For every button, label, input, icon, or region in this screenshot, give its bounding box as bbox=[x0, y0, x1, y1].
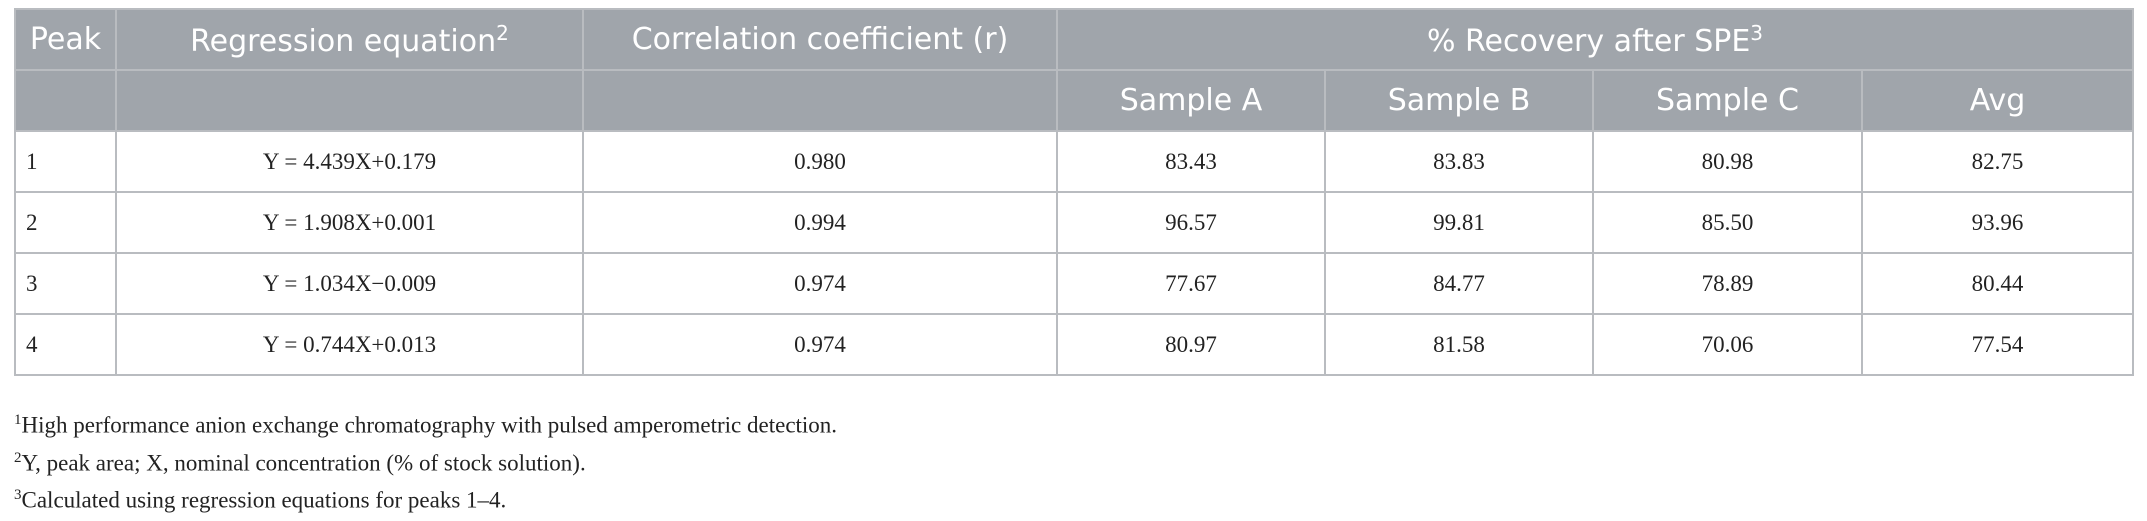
footnote-marker: 1 bbox=[14, 412, 22, 428]
header-text: Peak bbox=[29, 22, 102, 57]
table-cell: 2 bbox=[14, 191, 117, 254]
header-text: % Recovery after SPE bbox=[1427, 23, 1751, 59]
table-cell: 81.58 bbox=[1324, 313, 1594, 376]
header-cell: % Recovery after SPE3 bbox=[1055, 8, 2135, 71]
table-cell: Y = 0.744X+0.013 bbox=[115, 313, 584, 376]
data-table: Peak Regression equation2 Correlation co… bbox=[14, 8, 2135, 376]
table-cell: 77.67 bbox=[1056, 252, 1326, 315]
table-cell: 3 bbox=[14, 252, 117, 315]
table-cell: 0.980 bbox=[582, 130, 1058, 193]
table-cell: Y = 1.908X+0.001 bbox=[115, 191, 584, 254]
superscript: 2 bbox=[496, 20, 509, 45]
header-cell: Peak bbox=[14, 8, 117, 71]
footnote-text: High performance anion exchange chromato… bbox=[21, 412, 838, 438]
table-cell: 1 bbox=[14, 130, 117, 193]
table-cell: 83.83 bbox=[1324, 130, 1594, 193]
table-cell: 0.974 bbox=[582, 252, 1058, 315]
table-cell: 84.77 bbox=[1324, 252, 1594, 315]
footnote-marker: 3 bbox=[14, 487, 22, 503]
table-cell: 78.89 bbox=[1592, 252, 1863, 315]
table-cell: Y = 4.439X+0.179 bbox=[115, 130, 584, 193]
table-cell: 83.43 bbox=[1056, 130, 1326, 193]
table-cell: 93.96 bbox=[1860, 191, 2135, 254]
footnote: 1High performance anion exchange chromat… bbox=[14, 402, 837, 440]
footnote: 3Calculated using regression equations f… bbox=[14, 477, 837, 515]
footnote-text: Y, peak area; X, nominal concentration (… bbox=[21, 450, 586, 476]
table-cell: 85.50 bbox=[1592, 191, 1863, 254]
header-cell: Correlation coefficient (r) bbox=[582, 8, 1058, 71]
header-cell: Regression equation2 bbox=[115, 8, 584, 71]
header-text: Regression equation bbox=[190, 23, 497, 59]
subheader-cell: Avg bbox=[1860, 69, 2135, 132]
superscript: 3 bbox=[1750, 20, 1764, 45]
header-cell bbox=[582, 69, 1058, 132]
subheader-cell: Sample B bbox=[1324, 69, 1594, 132]
footnote-marker: 2 bbox=[14, 449, 22, 466]
table-cell: 80.44 bbox=[1860, 252, 2135, 315]
table-cell: 99.81 bbox=[1324, 191, 1594, 254]
header-text: Correlation coefficient (r) bbox=[631, 22, 1009, 57]
table-cell: 96.57 bbox=[1056, 191, 1326, 254]
footnotes: 1High performance anion exchange chromat… bbox=[14, 402, 837, 515]
table-cell: 70.06 bbox=[1592, 313, 1863, 376]
table-cell: 77.54 bbox=[1860, 313, 2135, 376]
table-cell: 80.97 bbox=[1056, 313, 1326, 376]
table-cell: 80.98 bbox=[1592, 130, 1863, 193]
table-cell: Y = 1.034X−0.009 bbox=[115, 252, 584, 315]
header-cell bbox=[115, 69, 584, 132]
subheader-cell: Sample A bbox=[1056, 69, 1326, 132]
footnote: 2Y, peak area; X, nominal concentration … bbox=[14, 440, 837, 478]
footnote-text: Calculated using regression equations fo… bbox=[21, 487, 507, 513]
table-cell: 4 bbox=[14, 313, 117, 376]
table-cell: 82.75 bbox=[1860, 130, 2135, 193]
subheader-cell: Sample C bbox=[1592, 69, 1863, 132]
table-cell: 0.974 bbox=[582, 313, 1058, 376]
header-cell bbox=[14, 69, 117, 132]
table-cell: 0.994 bbox=[582, 191, 1058, 254]
